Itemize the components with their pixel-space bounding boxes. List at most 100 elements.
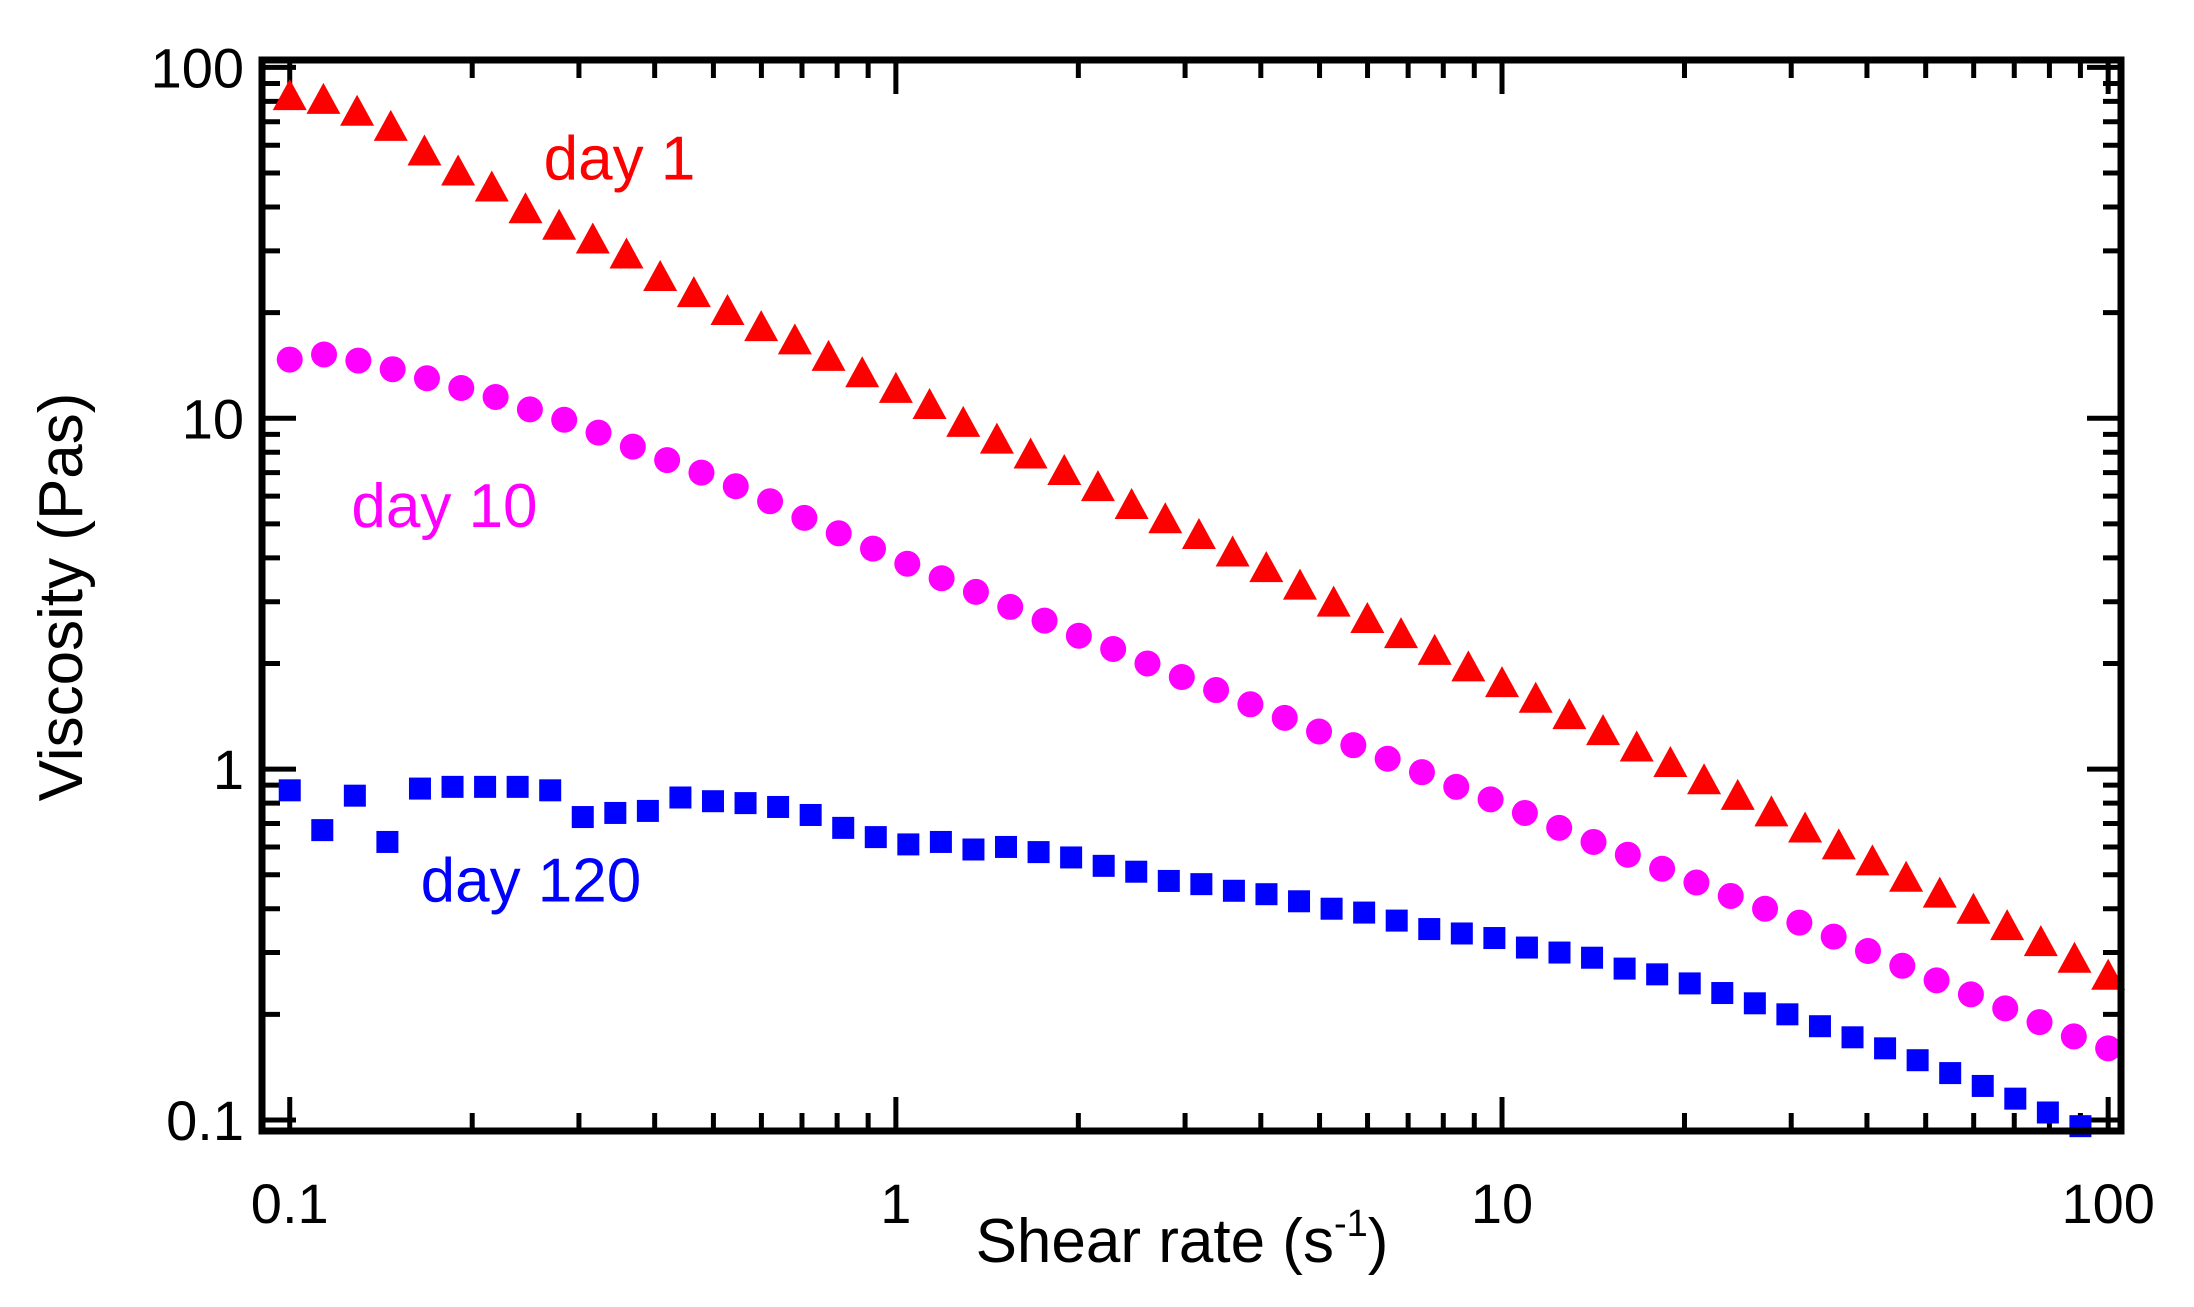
x-tick-label: 10 — [1471, 1172, 1533, 1235]
circle-marker — [1546, 814, 1573, 841]
square-marker — [1874, 1037, 1897, 1060]
triangle-marker — [2057, 941, 2092, 973]
circle-marker — [1752, 895, 1779, 922]
circle-marker — [585, 419, 612, 446]
triangle-marker — [1114, 488, 1149, 520]
circle-marker — [997, 593, 1024, 620]
circle-marker — [311, 341, 338, 368]
square-marker — [1581, 946, 1604, 969]
triangle-marker — [1754, 795, 1789, 827]
plot-frame — [258, 56, 2125, 1135]
triangle-marker — [1047, 454, 1082, 486]
square-marker — [1385, 909, 1408, 932]
y-tick-label: 1 — [213, 738, 244, 801]
triangle-marker — [1821, 828, 1856, 860]
circle-marker — [2060, 1023, 2087, 1050]
circle-marker — [791, 504, 818, 531]
triangle-marker — [407, 134, 442, 166]
triangle-marker — [575, 222, 610, 254]
y-axis-title: Viscosity (Pas) — [27, 393, 96, 802]
series-day-10 — [276, 341, 2122, 1062]
triangle-marker — [676, 276, 711, 308]
circle-marker — [688, 459, 715, 486]
circle-marker — [1992, 995, 2019, 1022]
square-marker — [1288, 890, 1311, 913]
circle-marker — [619, 433, 646, 460]
square-marker — [311, 819, 334, 842]
triangle-marker — [1687, 763, 1722, 795]
triangle-marker — [1215, 535, 1250, 567]
square-marker — [1125, 860, 1148, 883]
series-day-120 — [278, 775, 2092, 1138]
triangle-marker — [340, 94, 375, 126]
circle-marker — [1580, 828, 1607, 855]
x-axis-title-text: Shear rate (s — [976, 1207, 1334, 1276]
square-marker — [767, 795, 790, 818]
triangle-marker — [508, 192, 543, 224]
square-marker — [929, 830, 952, 853]
y-tick-label: 100 — [151, 36, 244, 99]
circle-marker — [516, 396, 543, 423]
square-marker — [864, 826, 887, 849]
triangle-marker — [946, 405, 981, 437]
triangle-marker — [744, 310, 779, 342]
x-axis-title-superscript: -1 — [1334, 1203, 1368, 1245]
tick-labels: 0.1 1 10 100 0.1 1 10 100 — [151, 36, 2155, 1235]
square-marker — [1711, 982, 1734, 1005]
triangle-marker — [1417, 633, 1452, 665]
triangle-marker — [1383, 617, 1418, 649]
triangle-marker — [845, 356, 880, 388]
circle-marker — [654, 447, 681, 474]
series-labels: day 1 day 10 day 120 — [351, 124, 695, 915]
series-day-1 — [272, 79, 2126, 990]
square-marker — [1222, 879, 1245, 902]
triangle-marker — [1518, 681, 1553, 713]
square-marker — [1255, 883, 1278, 906]
square-marker — [1092, 854, 1115, 877]
triangle-marker — [1922, 876, 1957, 908]
series-label-day-1: day 1 — [544, 124, 696, 193]
circle-marker — [928, 565, 955, 592]
square-marker — [1450, 922, 1473, 945]
square-marker — [376, 830, 399, 853]
square-marker — [408, 777, 431, 800]
circle-marker — [1134, 650, 1161, 677]
square-marker — [571, 806, 594, 829]
triangle-marker — [1316, 585, 1351, 617]
triangle-marker — [2023, 925, 2058, 957]
square-marker — [1190, 873, 1213, 896]
triangle-marker — [1451, 650, 1486, 682]
square-marker — [701, 790, 724, 813]
square-marker — [1906, 1049, 1929, 1072]
x-axis-title-close: ) — [1368, 1207, 1389, 1276]
triangle-marker — [1013, 437, 1048, 469]
square-marker — [2036, 1101, 2059, 1124]
circle-marker — [1786, 909, 1813, 936]
square-marker — [1320, 897, 1343, 920]
circle-marker — [1477, 786, 1504, 813]
triangle-marker — [609, 237, 644, 269]
circle-marker — [722, 473, 749, 500]
triangle-marker — [1788, 811, 1823, 843]
circle-marker — [2026, 1009, 2053, 1036]
square-marker — [1971, 1074, 1994, 1097]
circle-marker — [962, 578, 989, 605]
square-marker — [474, 775, 497, 798]
triangle-marker — [1586, 714, 1621, 746]
square-marker — [962, 838, 985, 861]
square-marker — [897, 833, 920, 856]
triangle-marker — [811, 339, 846, 371]
square-marker — [832, 816, 855, 839]
square-marker — [995, 835, 1018, 858]
square-marker — [1776, 1003, 1799, 1026]
square-marker — [799, 803, 822, 826]
circle-marker — [860, 535, 887, 562]
circle-marker — [1237, 691, 1264, 718]
square-marker — [1808, 1015, 1831, 1038]
circle-marker — [1408, 759, 1435, 786]
triangle-marker — [1990, 909, 2025, 941]
square-marker — [1353, 901, 1376, 924]
circle-marker — [757, 488, 784, 515]
square-marker — [506, 775, 529, 798]
circle-marker — [1065, 622, 1092, 649]
